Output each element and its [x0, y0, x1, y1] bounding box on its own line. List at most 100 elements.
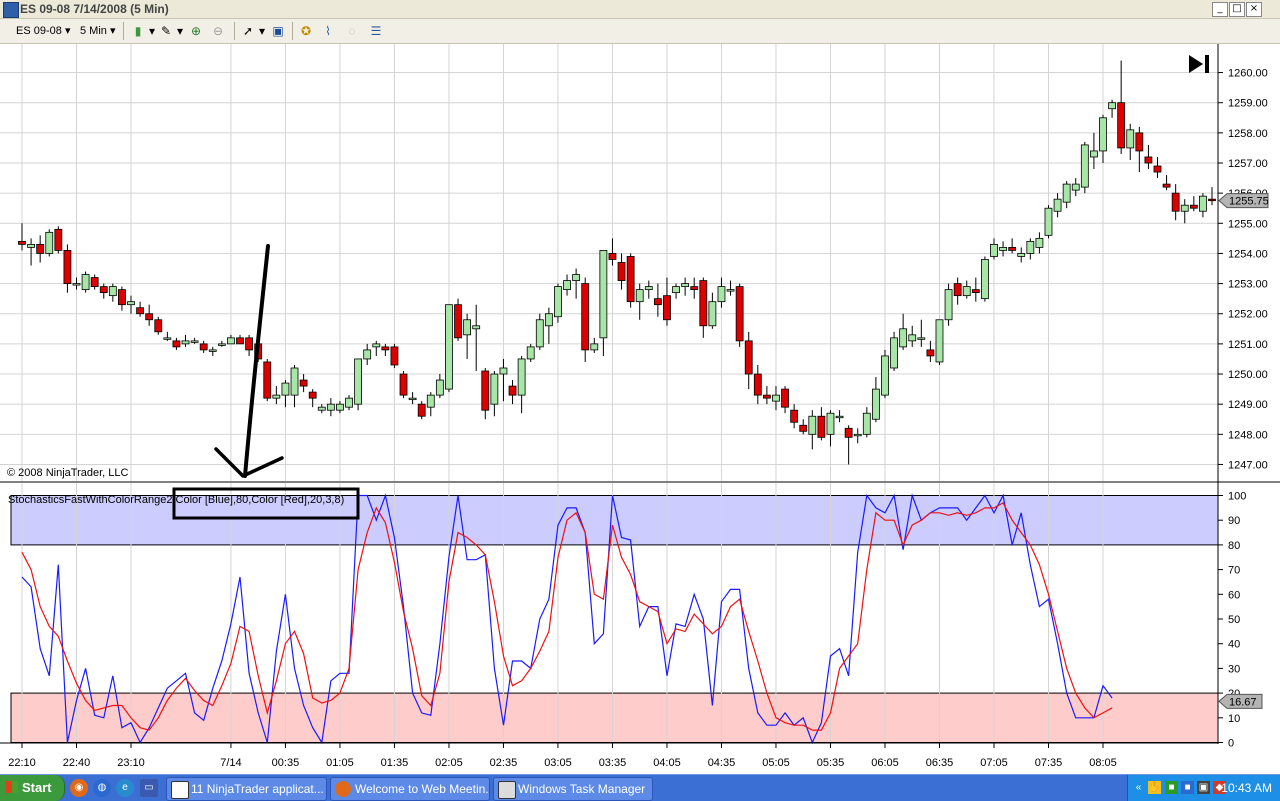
candle-body-down — [1144, 156, 1153, 164]
firefox-icon[interactable]: ◉ — [70, 779, 88, 797]
x-tick-label: 07:05 — [980, 757, 1008, 769]
strategies-icon[interactable]: ✪ — [300, 24, 312, 38]
candle-body-up — [372, 343, 381, 348]
candlestick — [127, 295, 135, 314]
stoch-tick-label: 90 — [1228, 515, 1240, 527]
candle-body-down — [481, 370, 490, 411]
interval-selector[interactable]: 5 Min ▾ — [80, 22, 116, 40]
globe-icon[interactable]: ◍ — [93, 779, 111, 797]
indicator-params: 2,Color [Blue],80,Color [Red],20,3,8) — [166, 494, 344, 506]
taskbar-item-task-manager[interactable]: Windows Task Manager — [493, 777, 653, 801]
candle-body-up — [899, 328, 908, 348]
chevron-down-icon[interactable]: ▾ — [176, 24, 184, 38]
candle-body-up — [871, 388, 880, 420]
candlestick — [781, 386, 789, 414]
candle-body-up — [272, 394, 281, 399]
start-button[interactable]: Start — [0, 775, 65, 801]
toolbar-divider — [292, 22, 293, 40]
candlestick-style-icon[interactable]: ▮ — [134, 24, 142, 38]
candle-body-up — [835, 415, 844, 419]
candlestick — [454, 298, 462, 341]
tray-app-icon[interactable]: ■ — [1181, 781, 1194, 794]
x-tick-label: 04:35 — [708, 757, 736, 769]
candle-body-up — [490, 373, 499, 405]
candlestick — [18, 223, 26, 251]
candle-body-up — [317, 406, 326, 411]
candlestick — [890, 331, 898, 372]
tray-app-icon[interactable]: ■ — [1165, 781, 1178, 794]
candlestick — [762, 386, 771, 405]
candle-body-up — [1044, 207, 1053, 236]
candle-body-down — [90, 277, 99, 287]
maximize-button[interactable]: □ — [1229, 2, 1245, 17]
ie-icon[interactable]: e — [116, 779, 134, 797]
close-button[interactable]: × — [1246, 2, 1262, 17]
candle-body-up — [463, 319, 472, 336]
stoch-tick-label: 0 — [1228, 738, 1234, 750]
indicator-name: StochasticsFastWithColorRange — [8, 494, 166, 506]
candlestick — [944, 283, 953, 326]
candle-body-up — [1126, 129, 1135, 149]
candlestick — [1062, 181, 1071, 209]
candlestick — [790, 404, 799, 429]
chevron-down-icon: ▾ — [64, 25, 71, 37]
price-axis: 1247.00 1248.00 1249.00 1250.00 1251.00 1252.… — [1218, 68, 1269, 471]
candle-body-down — [781, 388, 789, 408]
candlestick — [971, 277, 980, 302]
candle-body-up — [1026, 240, 1035, 254]
properties-icon[interactable]: ☰ — [370, 24, 382, 38]
zoom-out-icon[interactable]: ⊖ — [212, 24, 224, 38]
chevron-down-icon[interactable]: ▾ — [258, 24, 266, 38]
candlestick — [1180, 199, 1189, 224]
candle-body-down — [263, 361, 272, 399]
x-tick-label: 00:35 — [272, 757, 300, 769]
candle-body-up — [644, 286, 653, 291]
candlestick — [490, 371, 499, 417]
price-tick-label: 1258.00 — [1228, 128, 1268, 140]
scroll-to-end-button[interactable] — [1189, 55, 1209, 73]
x-tick-label: 01:35 — [381, 757, 409, 769]
candlestick — [108, 283, 117, 302]
chart-canvas[interactable]: 1247.00 1248.00 1249.00 1250.00 1251.00 1252.… — [0, 44, 1280, 774]
candlestick — [245, 334, 253, 356]
window-titlebar: ES 09-08 7/14/2008 (5 Min) _ □ × — [0, 0, 1280, 19]
stochastics-d-line — [21, 502, 1113, 731]
candlestick — [699, 277, 708, 338]
candlestick — [926, 340, 935, 362]
interval-label: 5 Min — [80, 25, 107, 37]
candlestick — [817, 407, 826, 441]
candlestick — [90, 274, 99, 290]
chevron-down-icon[interactable]: ▾ — [148, 24, 156, 38]
data-box-icon[interactable]: ▣ — [272, 24, 284, 38]
desktop-icon[interactable]: ▭ — [140, 779, 158, 797]
candlestick — [544, 307, 553, 344]
candlestick — [981, 256, 989, 302]
cursor-pointer-icon[interactable]: ➚ — [242, 24, 254, 38]
instrument-selector[interactable]: ES 09-08 ▾ — [16, 22, 70, 40]
drawing-pen-icon[interactable]: ✎ — [160, 24, 172, 38]
refresh-icon[interactable]: ◌ — [348, 24, 356, 38]
candlestick — [744, 331, 753, 390]
candlestick — [899, 313, 908, 350]
tray-app-icon[interactable]: ▣ — [1197, 781, 1210, 794]
zoom-in-icon[interactable]: ⊕ — [190, 24, 202, 38]
candle-body-up — [1180, 204, 1189, 212]
tray-app-icon[interactable]: ◆ — [1213, 781, 1226, 794]
candlestick — [417, 401, 426, 420]
candle-body-up — [726, 289, 735, 292]
taskbar-item-ninjatrader[interactable]: 11 NinjaTrader applicat... ▾ — [166, 777, 327, 801]
candle-body-up — [990, 243, 998, 257]
candle-body-down — [953, 283, 962, 297]
tray-hand-icon[interactable]: ✋ — [1148, 781, 1161, 794]
indicators-icon[interactable]: ⌇ — [325, 24, 331, 38]
x-tick-label: 08:05 — [1089, 757, 1117, 769]
candlestick — [1080, 141, 1089, 194]
tray-expand-icon[interactable]: « — [1135, 782, 1142, 793]
candlestick — [1053, 193, 1062, 218]
candlestick — [99, 283, 108, 299]
candle-body-down — [663, 295, 671, 321]
candle-body-down — [1171, 192, 1180, 212]
candle-body-up — [354, 358, 363, 405]
taskbar-item-web-meeting[interactable]: Welcome to Web Meetin... — [330, 777, 490, 801]
minimize-button[interactable]: _ — [1212, 2, 1228, 17]
